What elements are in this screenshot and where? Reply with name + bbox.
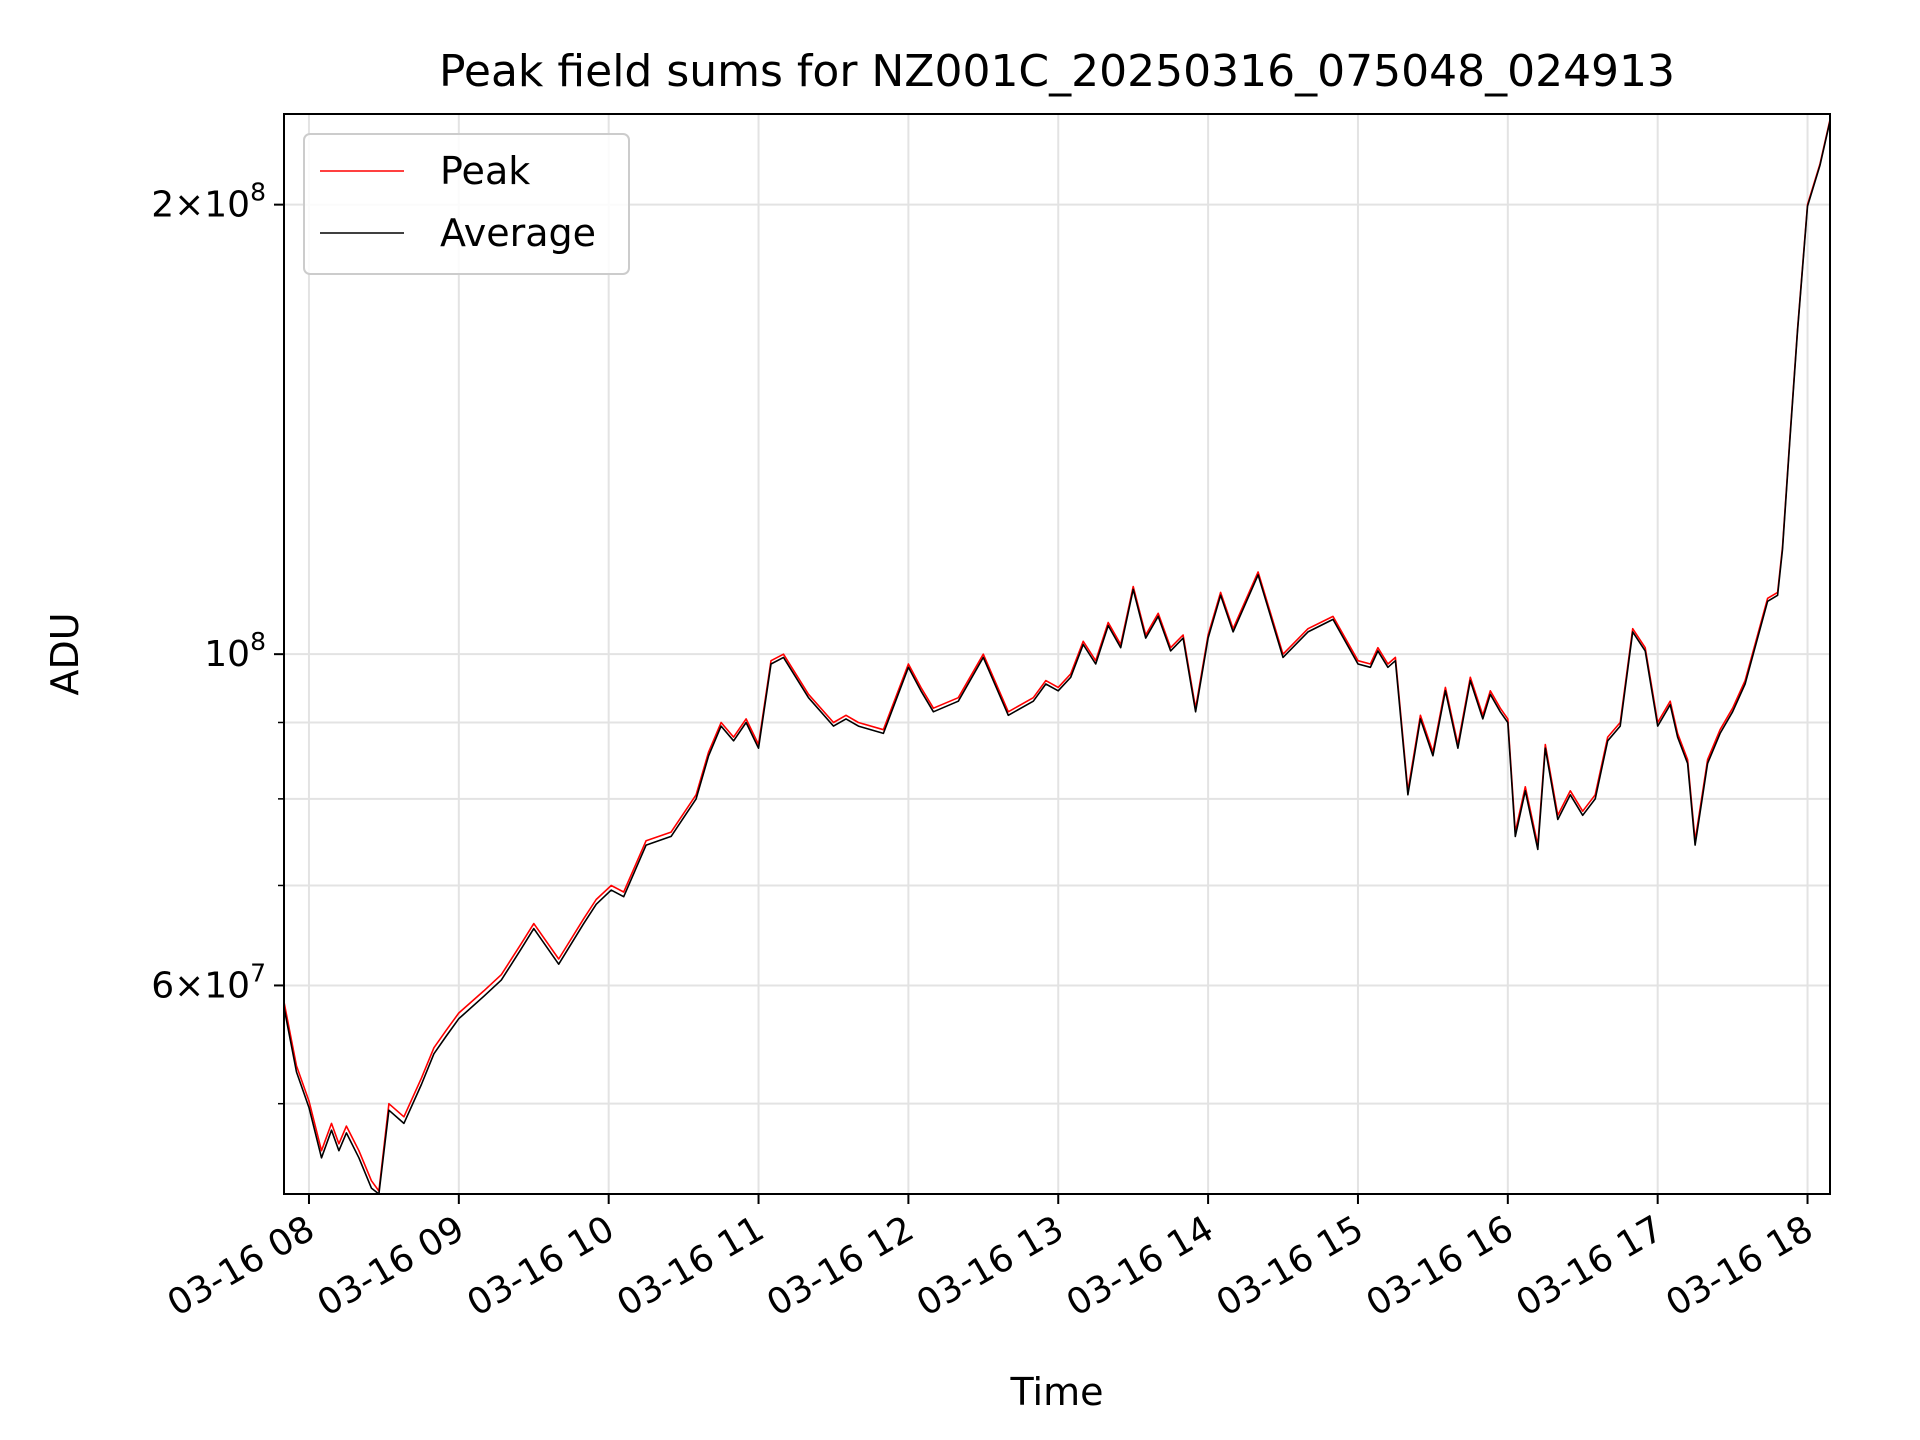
legend-label-average: Average [440,211,596,255]
legend: Peak Average [303,133,630,275]
x-axis-label: Time [1010,1370,1104,1414]
legend-box [303,133,630,275]
series-layer [284,119,1830,1194]
y-tick-label: 6×107 [151,958,266,1006]
chart-title: Peak field sums for NZ001C_20250316_0750… [439,46,1675,97]
series-line-peak [284,119,1830,1192]
series-line-average [284,120,1830,1194]
legend-label-peak: Peak [440,149,530,193]
y-axis-ticks: 6×107 108 2×108 [151,178,284,1105]
y-axis-label: ADU [43,612,87,695]
y-tick-label: 2×108 [151,178,266,226]
y-tick-label: 108 [204,627,266,675]
